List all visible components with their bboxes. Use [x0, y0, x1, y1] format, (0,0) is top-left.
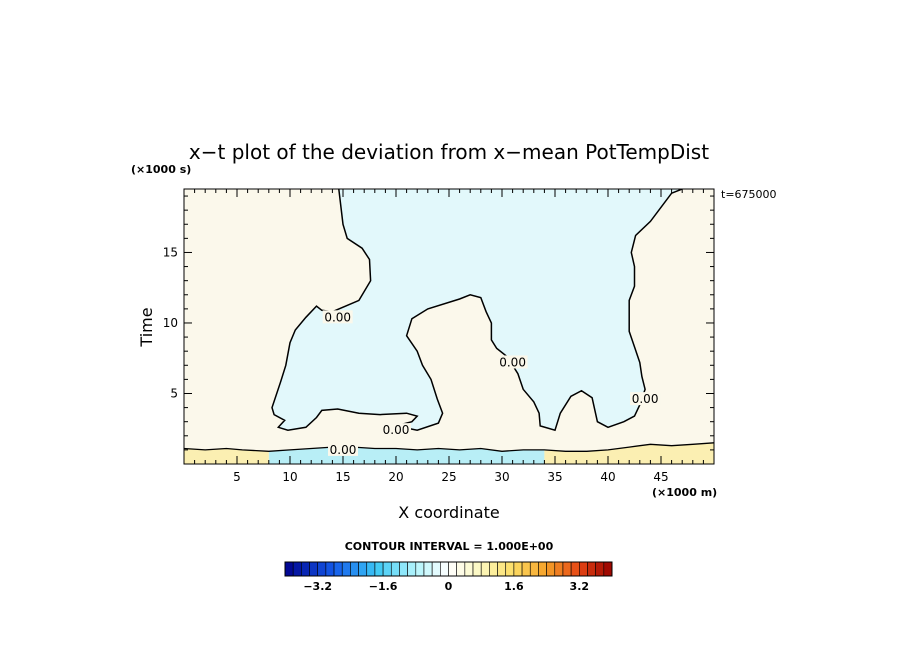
- contour-interval-caption: CONTOUR INTERVAL = 1.000E+00: [345, 540, 554, 553]
- contour-label-bg: [381, 423, 411, 437]
- x-tick-label: 40: [600, 470, 615, 484]
- x-tick-label: 20: [388, 470, 403, 484]
- colorbar-bin: [325, 561, 335, 577]
- contour-labels: 0.00 0.00 0.00 0.00 0.00: [322, 310, 661, 457]
- x-tick-label: 5: [233, 470, 241, 484]
- colorbar-bin: [578, 561, 588, 577]
- colorbar-bin: [431, 561, 441, 577]
- colorbar-bin: [309, 561, 318, 577]
- chart-title: x−t plot of the deviation from x−mean Po…: [189, 140, 709, 164]
- colorbar-bin: [358, 561, 368, 577]
- colorbar-bin: [480, 561, 490, 577]
- colorbar-bin: [399, 561, 408, 577]
- y-tick-label: 5: [170, 386, 178, 400]
- colorbar-bin: [333, 561, 343, 577]
- bottom-positive-strip-right: [544, 442, 714, 464]
- negative-region: [272, 189, 683, 431]
- colorbar-bin: [546, 561, 556, 577]
- colorbar-bin: [350, 561, 359, 577]
- colorbar-ticks: −3.2 −1.6 0 1.6 3.2: [303, 580, 589, 593]
- colorbar-bin: [489, 561, 498, 577]
- colorbar-bin: [292, 561, 302, 577]
- y-tick-label: 15: [163, 245, 178, 259]
- zero-contour-line: [271, 189, 683, 432]
- x-tick-label: 45: [653, 470, 668, 484]
- x-tick-label: 15: [335, 470, 350, 484]
- zero-contour-bottom-line: [184, 442, 714, 452]
- contour-label-bg: [497, 355, 528, 369]
- contour-label: 0.00: [632, 392, 659, 406]
- colorbar-bin: [415, 561, 425, 577]
- x-unit-label: (×1000 m): [652, 486, 717, 499]
- contour-label: 0.00: [383, 423, 410, 437]
- colorbar-bin: [529, 561, 539, 577]
- colorbar-bin: [521, 561, 531, 577]
- colorbar-tick-label: 1.6: [504, 580, 524, 593]
- colorbar-tick-label: −1.6: [369, 580, 398, 593]
- colorbar-bin: [390, 561, 400, 577]
- colorbar-tick-label: 0: [445, 580, 453, 593]
- colorbar-bin: [407, 561, 417, 577]
- colorbar-bin: [317, 561, 327, 577]
- colorbar-bin: [587, 561, 596, 577]
- contour-label-bg: [328, 442, 358, 456]
- time-annotation: t=675000: [721, 188, 777, 201]
- x-axis-label: X coordinate: [398, 503, 499, 522]
- colorbar-bin: [284, 561, 294, 577]
- colorbar-bin: [603, 561, 613, 577]
- colorbar-tick-label: −3.2: [303, 580, 332, 593]
- contour-label-bg: [630, 392, 661, 406]
- colorbar: [284, 561, 613, 577]
- colorbar-bin: [374, 561, 384, 577]
- colorbar-bin: [440, 561, 449, 577]
- y-axis: 5 10 15: [163, 195, 714, 451]
- colorbar-frame: [284, 561, 613, 577]
- contour-label: 0.00: [324, 310, 351, 324]
- colorbar-bin: [513, 561, 523, 577]
- y-tick-label: 10: [163, 316, 178, 330]
- colorbar-bin: [497, 561, 507, 577]
- colorbar-bin: [472, 561, 482, 577]
- colorbar-bin: [562, 561, 572, 577]
- colorbar-bin: [554, 561, 564, 577]
- colorbar-bin: [382, 561, 392, 577]
- colorbar-bin: [301, 561, 310, 577]
- contour-label-bg: [322, 310, 353, 324]
- colorbar-bin: [595, 561, 605, 577]
- contour-label: 0.00: [499, 355, 526, 369]
- colorbar-bin: [448, 561, 457, 577]
- colorbar-bin: [341, 561, 351, 577]
- colorbar-bin: [505, 561, 515, 577]
- colorbar-bin: [456, 561, 466, 577]
- contour-label: 0.00: [330, 443, 357, 457]
- colorbar-bin: [464, 561, 474, 577]
- colorbar-bin: [366, 561, 376, 577]
- colorbar-tick-label: 3.2: [570, 580, 590, 593]
- x-tick-label: 10: [282, 470, 297, 484]
- colorbar-bin: [423, 561, 433, 577]
- colorbar-bin: [538, 561, 547, 577]
- x-tick-label: 35: [547, 470, 562, 484]
- x-tick-label: 25: [441, 470, 456, 484]
- x-tick-label: 30: [494, 470, 509, 484]
- plot-area: 0.00 0.00 0.00 0.00 0.00 5 10 15 20 25 30 35 40 45 5…: [163, 188, 715, 484]
- x-axis: 5 10 15 20 25 30 35 40 45: [194, 189, 704, 484]
- colorbar-bin: [570, 561, 580, 577]
- y-axis-label: Time: [137, 307, 156, 347]
- y-unit-label: (×1000 s): [131, 163, 191, 176]
